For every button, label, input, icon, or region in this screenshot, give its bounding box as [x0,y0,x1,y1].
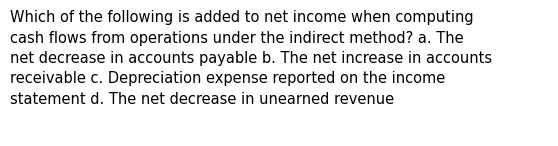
Text: Which of the following is added to net income when computing
cash flows from ope: Which of the following is added to net i… [10,10,492,107]
